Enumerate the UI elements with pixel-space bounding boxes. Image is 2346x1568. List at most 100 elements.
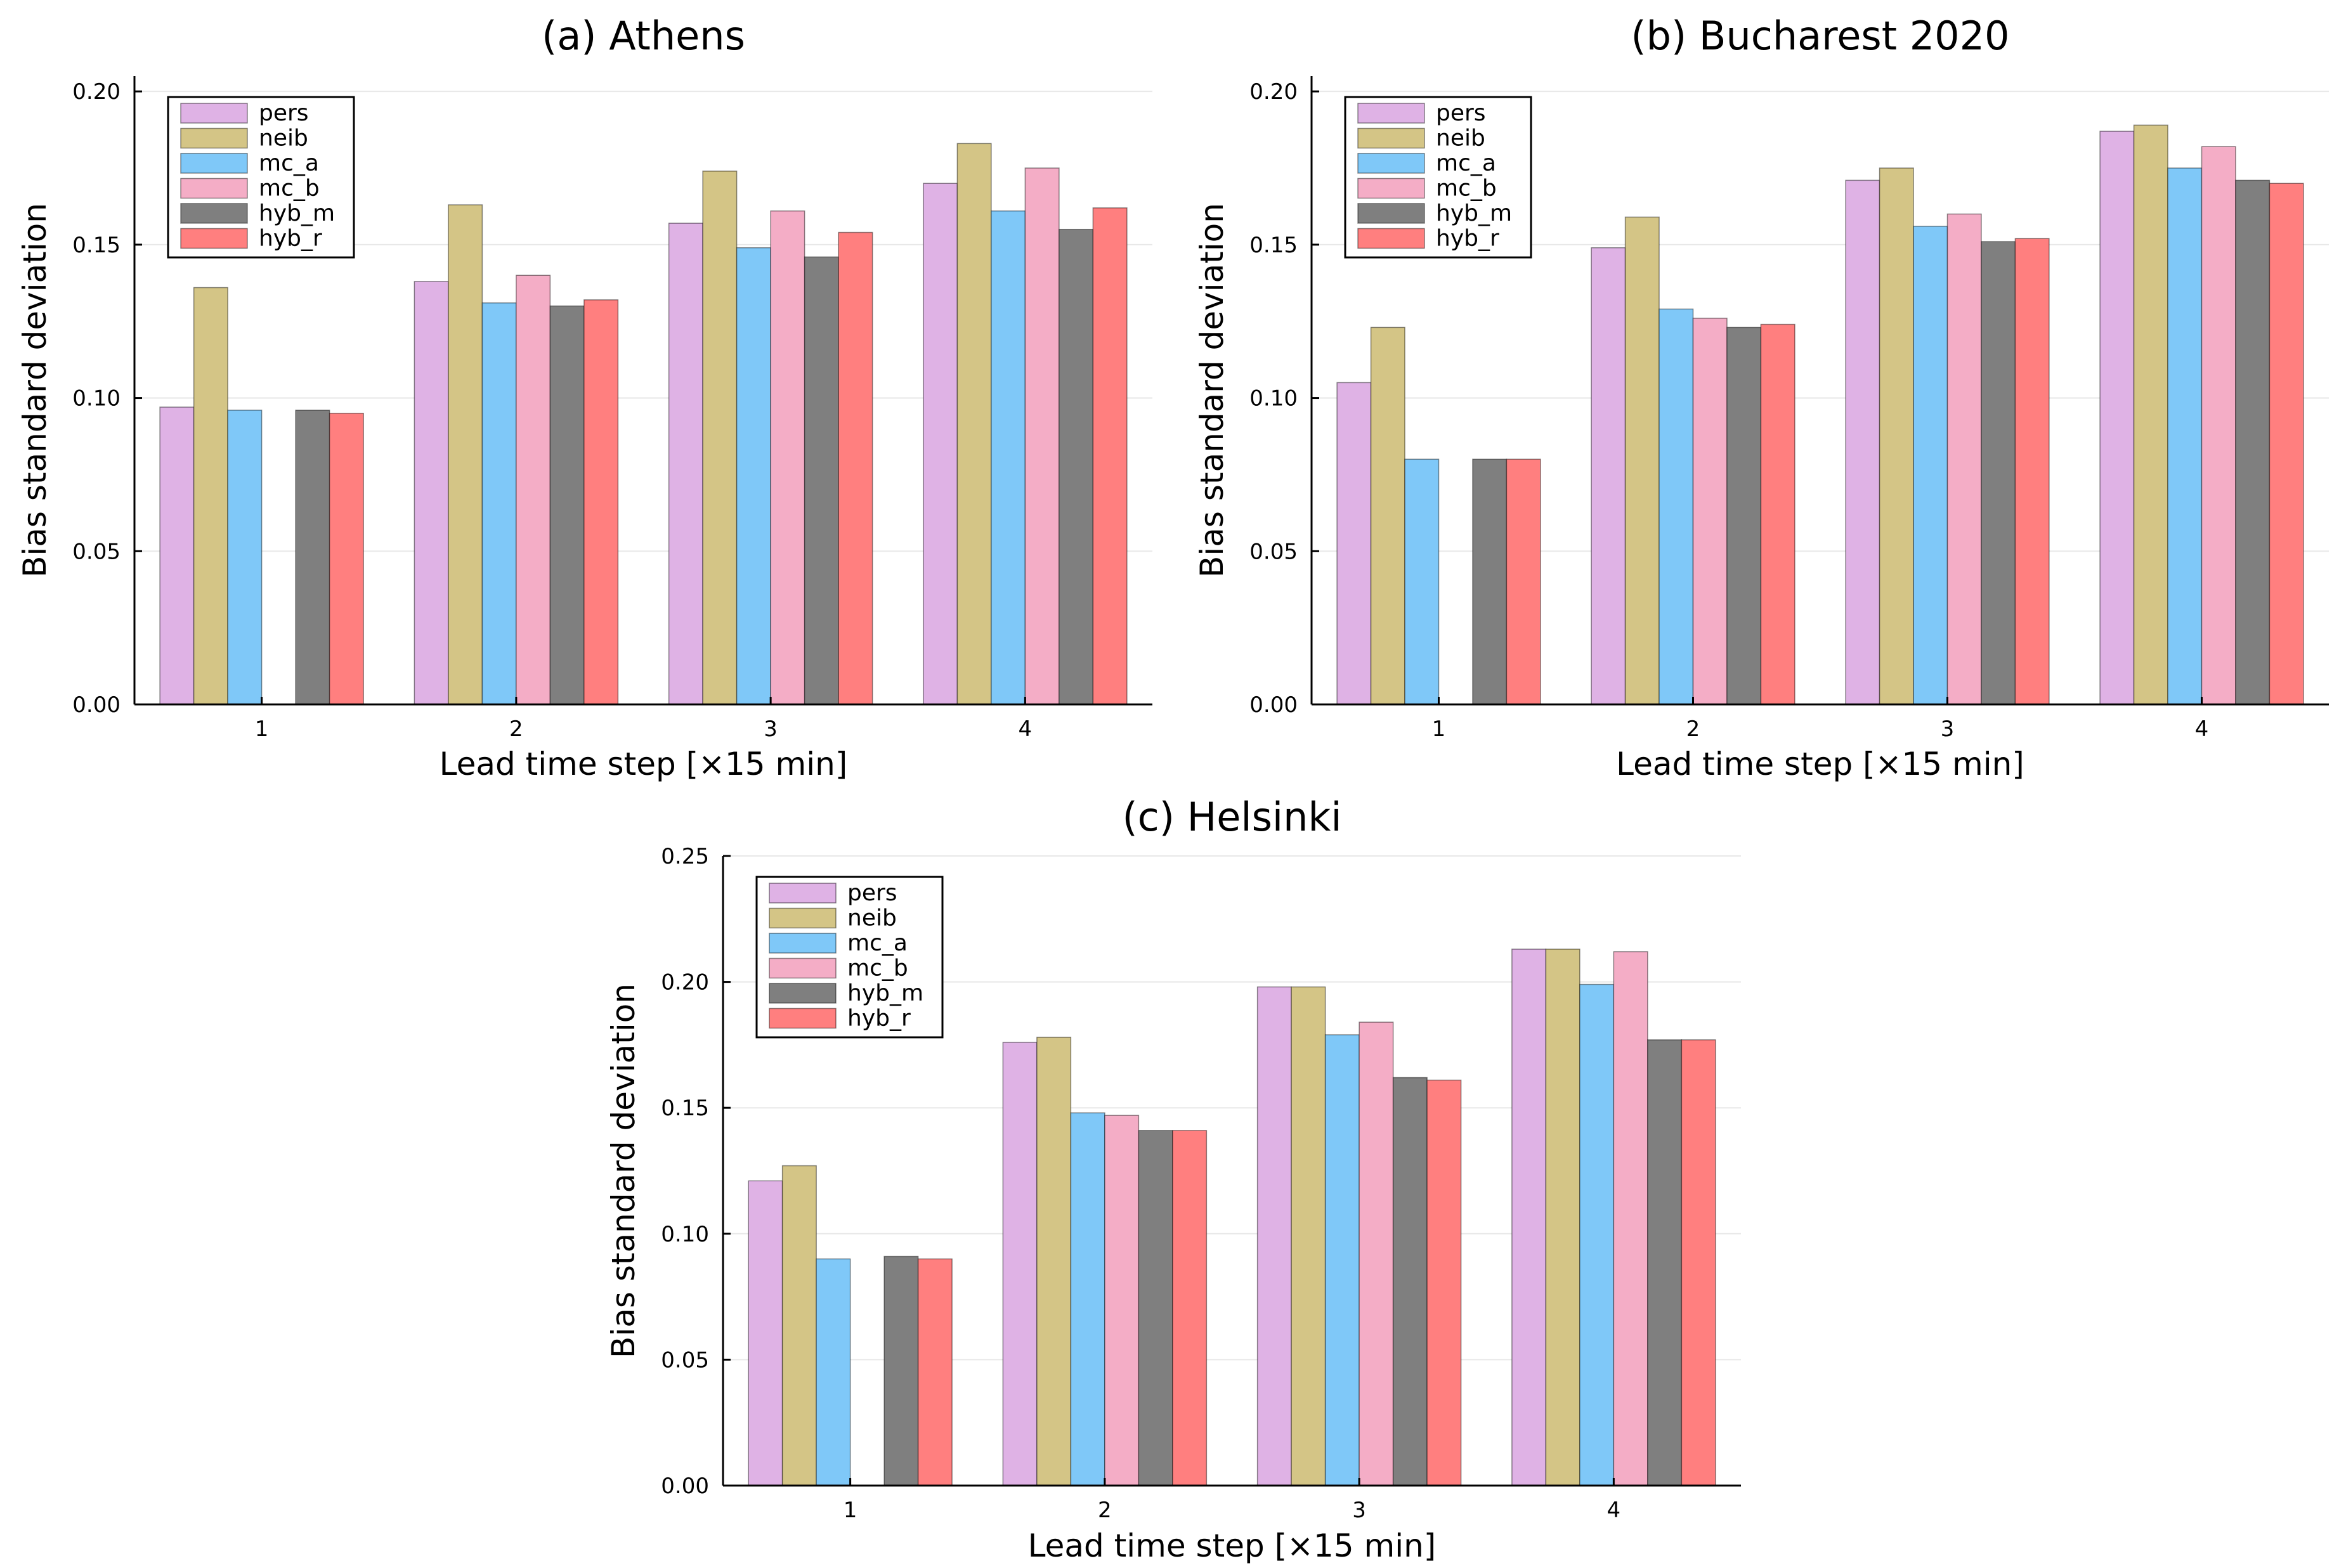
legend-swatch-mc_a	[769, 933, 837, 954]
bar-neib-2	[1036, 1037, 1072, 1486]
y-tick-label: 0.10	[1249, 386, 1298, 411]
bar-pers-1	[1336, 382, 1372, 705]
legend-label-neib: neib	[847, 905, 897, 931]
y-tick-label: 0.00	[72, 692, 121, 718]
bar-hyb_r-4	[2269, 183, 2304, 705]
bar-pers-2	[1002, 1042, 1038, 1486]
bar-hyb_r-2	[1760, 323, 1795, 705]
y-axis-label: Bias standard deviation	[16, 203, 53, 578]
y-tick-label: 0.20	[1249, 79, 1298, 105]
bar-mc_b-2	[516, 275, 551, 705]
bar-mc_a-4	[991, 210, 1026, 705]
legend-label-pers: pers	[1436, 100, 1486, 126]
bar-mc_b-2	[1692, 318, 1728, 705]
bar-hyb_r-3	[838, 231, 873, 705]
legend-swatch-mc_b	[1357, 178, 1425, 199]
bar-hyb_m-1	[295, 410, 330, 705]
y-tick-label: 0.00	[661, 1474, 709, 1499]
bar-hyb_m-4	[1059, 228, 1094, 705]
bar-mc_a-1	[227, 410, 263, 705]
legend-swatch-neib	[180, 127, 248, 149]
bar-mc_a-4	[1579, 983, 1615, 1486]
bar-neib-2	[1624, 216, 1660, 705]
bar-hyb_m-2	[1138, 1130, 1173, 1486]
legend-swatch-pers	[180, 103, 248, 124]
bar-pers-3	[668, 223, 703, 705]
chart-title: (b) Bucharest 2020	[1631, 13, 2009, 59]
bar-neib-2	[448, 204, 483, 705]
y-tick-label: 0.15	[72, 233, 121, 258]
bar-neib-3	[702, 171, 738, 705]
bar-hyb_m-1	[883, 1255, 919, 1486]
bar-mc_b-3	[1946, 213, 1982, 705]
y-tick-label: 0.15	[661, 1096, 709, 1121]
bar-mc_b-3	[770, 210, 805, 705]
y-tick-label: 0.10	[72, 386, 121, 411]
bar-hyb_m-4	[2235, 179, 2271, 705]
bar-mc_a-2	[1658, 308, 1694, 705]
legend-swatch-hyb_r	[180, 228, 248, 249]
legend-label-pers: pers	[259, 100, 309, 126]
y-tick-label: 0.20	[661, 970, 709, 995]
panel-helsinki: 0.00 0.05 0.10 0.15 0.20 0.25 1 2 3 4 (c) Helsinki…	[605, 794, 1741, 1564]
chart-title: (c) Helsinki	[1122, 794, 1341, 840]
legend-label-pers: pers	[847, 880, 897, 906]
bar-hyb_r-1	[917, 1258, 953, 1486]
panel-athens: 0.00 0.05 0.10 0.15 0.20 1 2 3 4 (a) Athens Lead t…	[16, 13, 1152, 782]
x-tick-label: 2	[1686, 716, 1700, 742]
bar-pers-4	[1511, 949, 1547, 1486]
x-tick-label: 3	[1941, 716, 1955, 742]
bar-hyb_m-3	[1392, 1077, 1428, 1486]
bar-pers-2	[1591, 247, 1626, 705]
legend-label-mc_a: mc_a	[259, 150, 319, 176]
legend-swatch-hyb_m	[180, 203, 248, 224]
bar-hyb_m-2	[1726, 327, 1762, 705]
x-axis-label: Lead time step [×15 min]	[1028, 1527, 1437, 1564]
bar-neib-3	[1879, 167, 1914, 705]
bar-pers-1	[748, 1180, 783, 1486]
legend-swatch-mc_b	[180, 178, 248, 199]
legend-label-neib: neib	[259, 126, 308, 152]
bar-hyb_r-1	[329, 413, 364, 705]
legend-label-neib: neib	[1436, 126, 1485, 152]
legend-swatch-hyb_m	[769, 983, 837, 1004]
legend-label-mc_a: mc_a	[847, 930, 908, 956]
bar-hyb_r-2	[1172, 1130, 1208, 1486]
bar-pers-1	[159, 406, 195, 705]
bar-hyb_m-2	[549, 305, 585, 705]
bar-hyb_r-2	[583, 299, 619, 705]
legend-label-hyb_m: hyb_m	[847, 980, 923, 1006]
bar-pers-4	[2099, 131, 2135, 705]
bar-mc_a-3	[736, 247, 771, 705]
x-tick-label: 1	[255, 716, 269, 742]
panel-bucharest-2020: 0.00 0.05 0.10 0.15 0.20 1 2 3 4 (b) Bucharest 20…	[1194, 13, 2329, 782]
bar-neib-1	[1370, 327, 1405, 705]
bar-mc_b-4	[1024, 167, 1060, 705]
x-tick-label: 2	[509, 716, 523, 742]
x-axis-label: Lead time step [×15 min]	[440, 746, 848, 782]
bar-pers-2	[414, 281, 449, 705]
legend-swatch-pers	[769, 883, 837, 904]
y-axis-label: Bias standard deviation	[1194, 203, 1230, 578]
x-tick-label: 4	[2195, 716, 2209, 742]
bar-hyb_r-3	[1426, 1079, 1462, 1486]
legend-label-hyb_r: hyb_r	[259, 226, 322, 252]
bar-mc_b-2	[1104, 1115, 1140, 1486]
bar-mc_b-3	[1359, 1021, 1394, 1486]
bar-hyb_m-3	[1981, 241, 2016, 705]
bar-neib-3	[1291, 986, 1326, 1486]
bar-neib-4	[956, 143, 992, 705]
bar-hyb_r-1	[1506, 458, 1541, 705]
bar-hyb_r-4	[1092, 207, 1128, 705]
bar-mc_a-1	[1404, 458, 1440, 705]
legend-swatch-mc_a	[1357, 153, 1425, 174]
legend-label-mc_b: mc_b	[259, 176, 320, 202]
legend-label-hyb_r: hyb_r	[847, 1006, 911, 1032]
legend-swatch-pers	[1357, 103, 1425, 124]
legend-swatch-neib	[1357, 127, 1425, 149]
legend-swatch-mc_a	[180, 153, 248, 174]
